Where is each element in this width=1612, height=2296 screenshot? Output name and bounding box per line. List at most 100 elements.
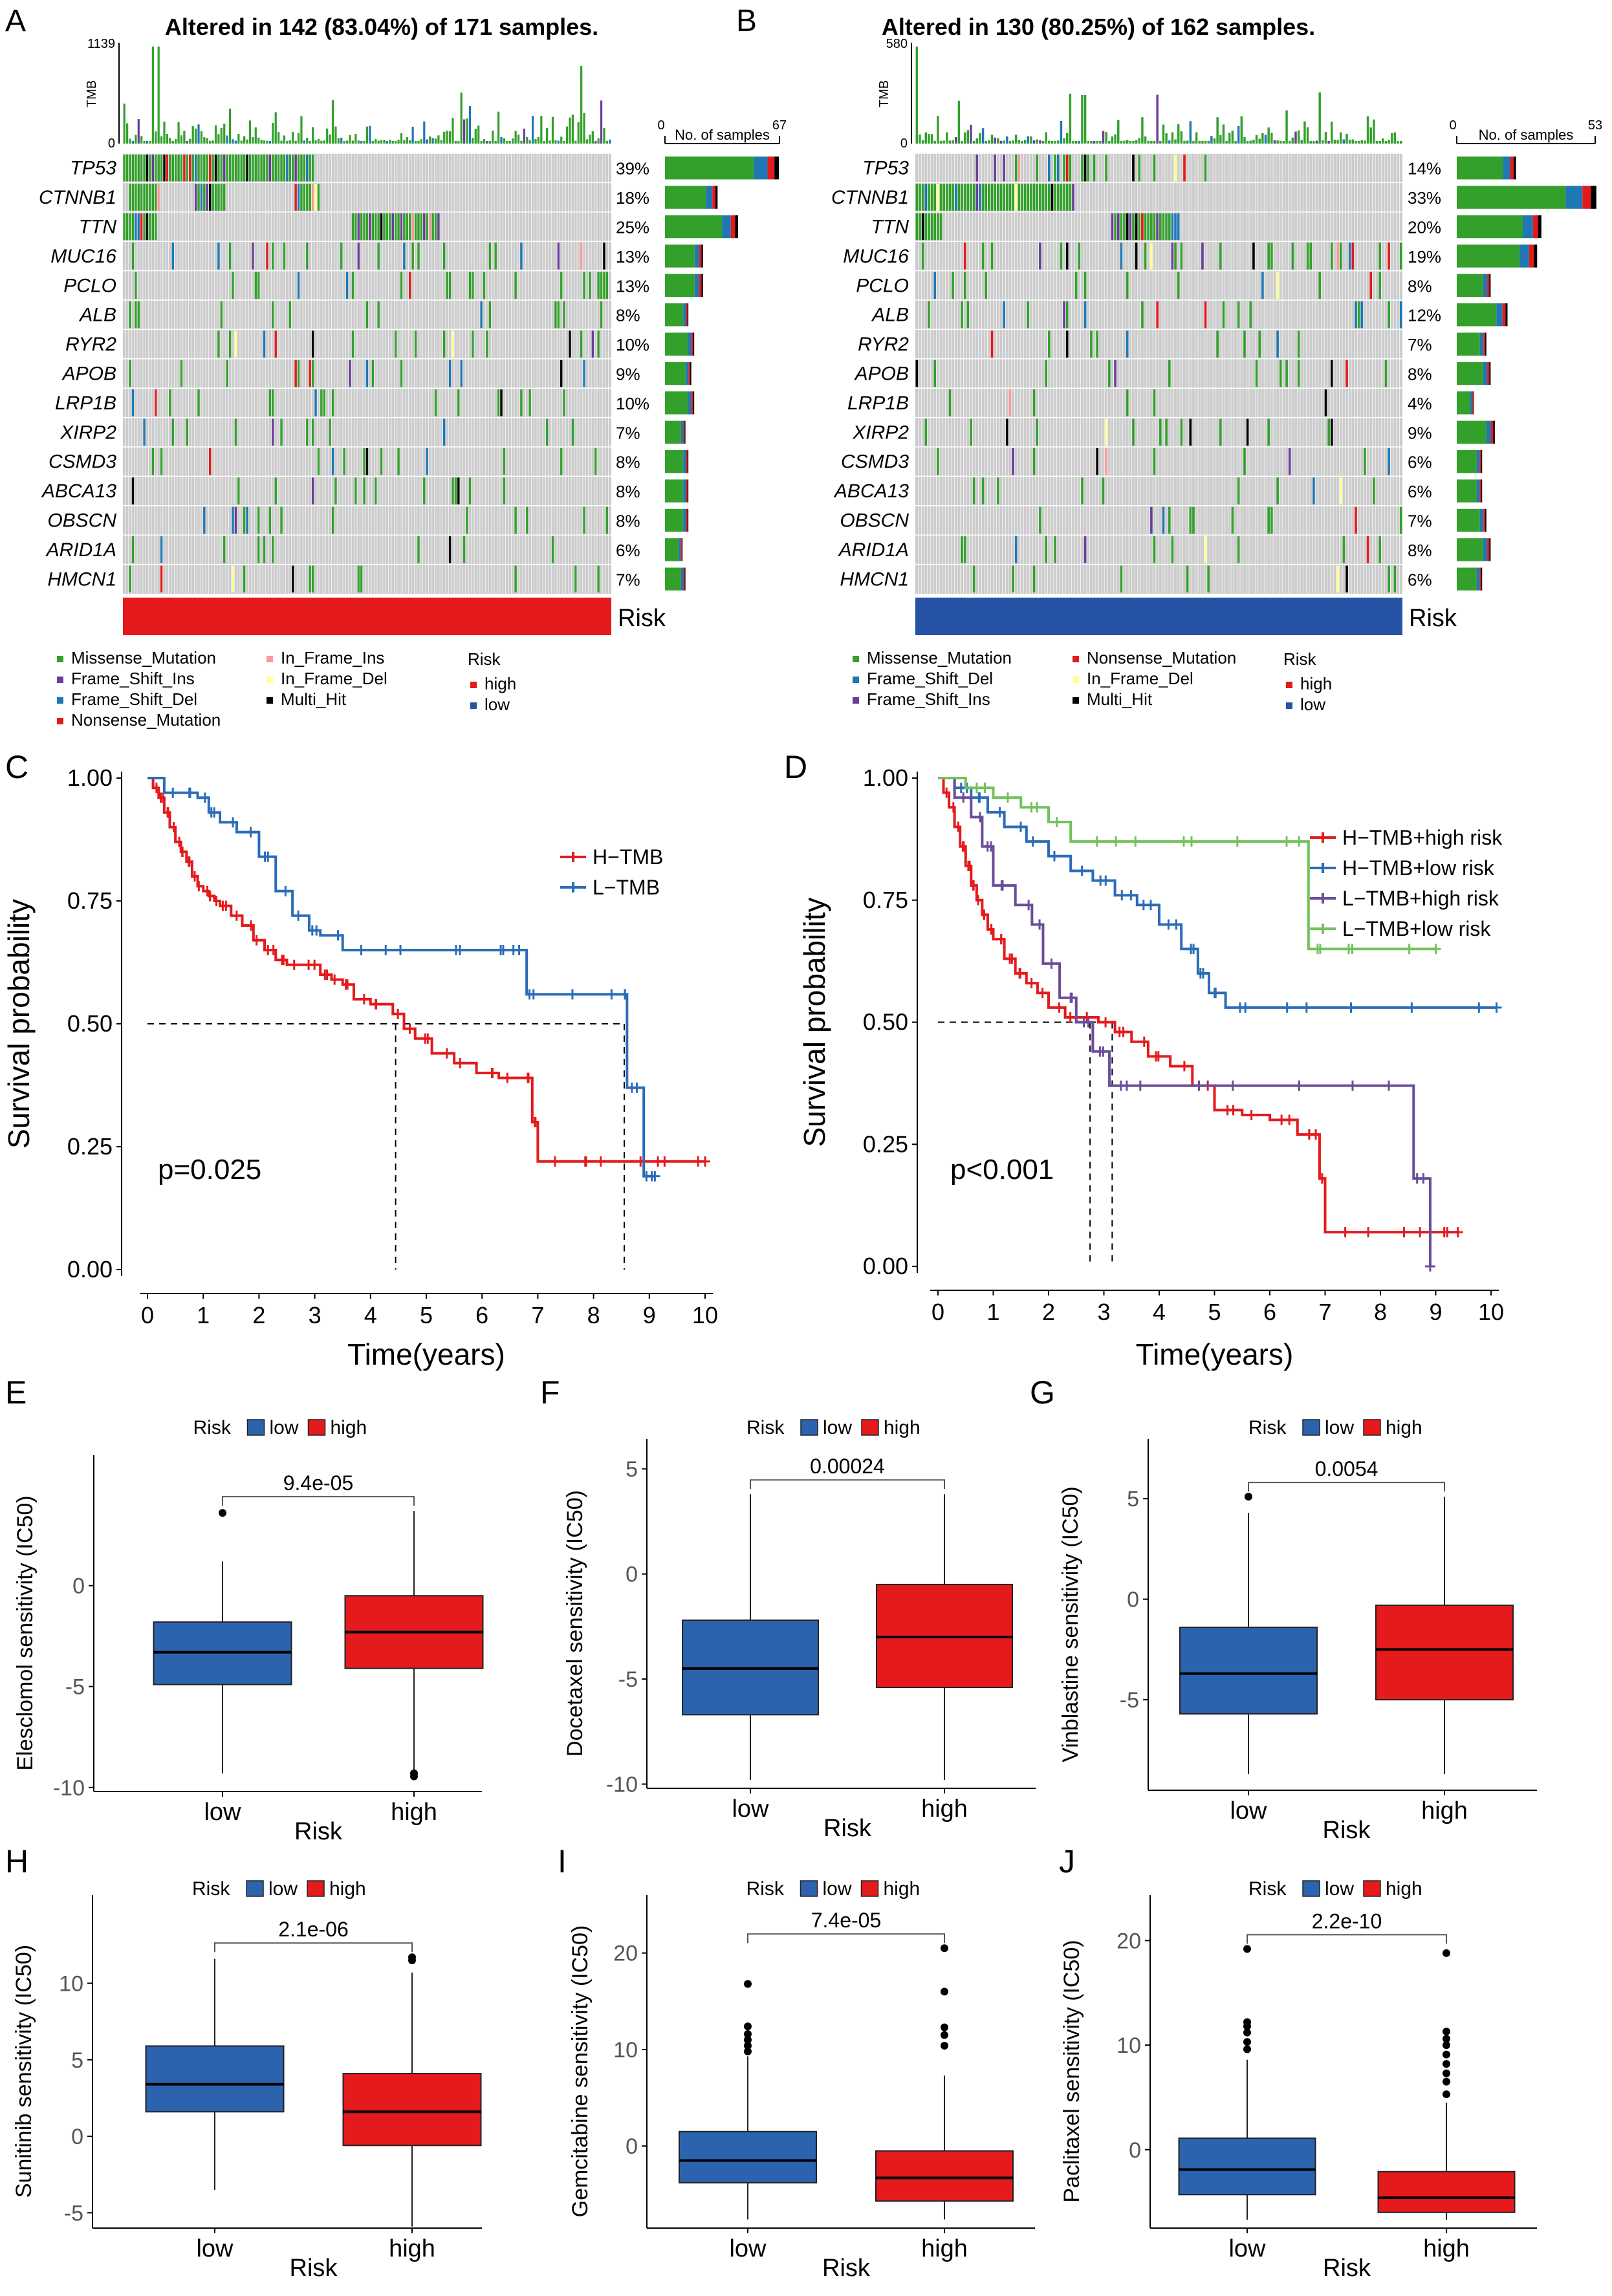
tmb-bar [1243, 136, 1246, 144]
tmb-bar [345, 140, 349, 144]
gene-bar-segment [686, 450, 688, 473]
legend-label: low [1325, 1417, 1354, 1438]
tmb-bar [383, 140, 386, 144]
mutation-cell [1165, 418, 1168, 446]
gene-bar-segment [679, 538, 681, 561]
y-tick-label: 10 [613, 2038, 638, 2063]
tmb-bar [472, 137, 474, 144]
mutation-cell [1336, 243, 1339, 270]
mutation-cell [1014, 155, 1018, 182]
tmb-bar [1057, 140, 1060, 144]
gene-bar-segment [683, 567, 685, 590]
tmb-bar [1357, 140, 1360, 144]
mutation-cell [131, 477, 135, 504]
tmb-bar [155, 131, 157, 144]
tmb-bar [1384, 140, 1388, 144]
tmb-bar [257, 137, 260, 144]
mutation-cell [1201, 243, 1204, 270]
x-axis-label: Risk [822, 2255, 871, 2282]
legend-title: Risk [1248, 1878, 1287, 1900]
tmb-bar [223, 124, 226, 144]
panel-label: H [5, 1843, 28, 1879]
mutation-cell [589, 272, 591, 299]
mutation-cell [268, 389, 272, 417]
mutation-cell [214, 184, 217, 211]
mutation-cell [990, 330, 994, 358]
tmb-bar [1280, 140, 1282, 144]
mutation-cell [414, 330, 417, 358]
x-axis-label: Risk [294, 1818, 343, 1845]
gene-bar-segment [665, 303, 684, 327]
tmb-bar [512, 138, 514, 144]
gene-bar-segment [688, 332, 692, 356]
legend-swatch [1073, 697, 1079, 704]
mutation-cell [988, 184, 990, 211]
mutation-cell [1330, 418, 1333, 446]
tmb-bar [474, 129, 477, 144]
mutation-cell [1054, 536, 1056, 563]
mutation-cell [1003, 301, 1005, 329]
tmb-bar [214, 125, 217, 144]
mutation-cell [457, 477, 460, 504]
legend-title: Risk [192, 1878, 230, 1900]
bar-axis-label: No. of samples [1479, 127, 1574, 143]
x-axis-label: Risk [823, 1815, 872, 1842]
mutation-cell [1249, 301, 1252, 329]
outlier-point [1243, 2018, 1251, 2026]
gene-bar-segment [1476, 567, 1480, 590]
mutation-cell [423, 213, 426, 241]
mutation-cell [1005, 184, 1008, 211]
mutation-cell [560, 448, 563, 475]
gene-label: ALB [871, 305, 909, 326]
x-axis-label: Time(years) [347, 1338, 505, 1371]
mutation-cell [380, 448, 383, 475]
mutation-cell [180, 155, 183, 182]
mutation-cell [363, 448, 365, 475]
tmb-bar [600, 100, 603, 144]
tmb-bar [1270, 133, 1273, 144]
gene-pct-label: 8% [616, 306, 640, 325]
legend-title: Risk [746, 1417, 785, 1438]
mutation-cell [503, 477, 506, 504]
tmb-bar [1156, 94, 1159, 144]
mutation-cell [1189, 506, 1192, 534]
mutation-cell [203, 155, 206, 182]
tmb-bar [972, 140, 975, 144]
gene-bar-segment [701, 274, 703, 297]
tmb-bar [1309, 140, 1312, 144]
tmb-bar [252, 136, 254, 144]
bar-axis-label: No. of samples [675, 127, 770, 143]
gene-bar-segment [730, 215, 735, 239]
legend-label: H−TMB [593, 845, 663, 869]
gene-bar-segment [681, 420, 684, 444]
mutation-cell [997, 477, 999, 504]
tmb-bar [1216, 117, 1219, 144]
km-curve [938, 777, 1458, 1234]
gene-label: OBSCN [840, 510, 909, 532]
mutation-cell [1126, 213, 1129, 241]
legend-label: Frame_Shift_Ins [71, 669, 195, 688]
tmb-bar [240, 140, 243, 144]
mutation-cell [223, 184, 226, 211]
mutation-cell [300, 184, 303, 211]
legend-swatch [267, 656, 273, 662]
tmb-bar [209, 140, 212, 144]
tmb-bar [1102, 131, 1105, 144]
tmb-bar [1324, 132, 1327, 144]
gene-bar-segment [699, 274, 702, 297]
tmb-bar [594, 141, 597, 144]
mutation-cell [351, 272, 354, 299]
outlier-point [941, 2041, 948, 2050]
mutation-cell [1090, 330, 1093, 358]
gene-pct-label: 6% [1408, 453, 1432, 472]
mutation-cell [155, 155, 157, 182]
tmb-bar [1129, 140, 1132, 144]
mutation-cell [426, 213, 428, 241]
tmb-bar [129, 138, 131, 144]
gene-label: TP53 [70, 158, 116, 179]
tmb-bar [286, 140, 289, 144]
gene-bar-segment [1532, 215, 1538, 239]
x-tick-label: 0 [931, 1299, 944, 1325]
mutation-cell [1267, 243, 1270, 270]
oncoplot-title: Altered in 130 (80.25%) of 162 samples. [882, 14, 1315, 40]
